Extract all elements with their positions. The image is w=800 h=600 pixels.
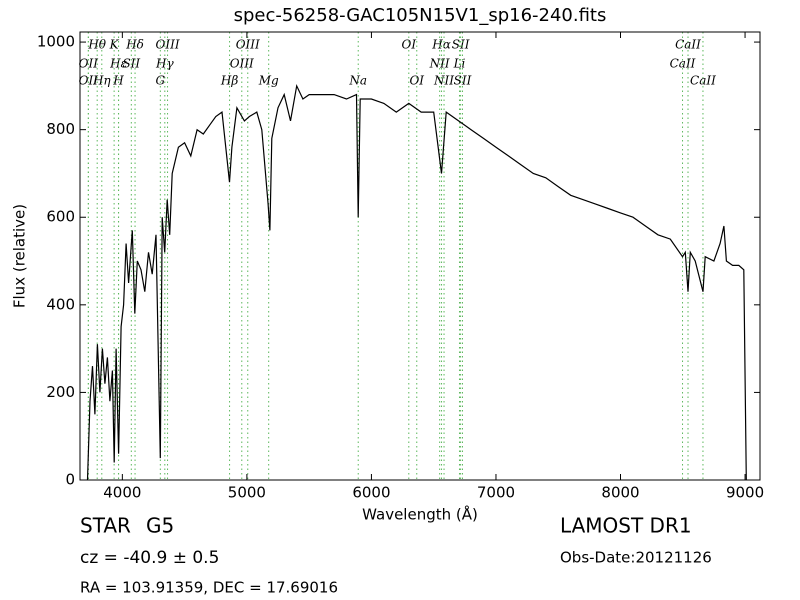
obs-date: Obs-Date:20121126	[560, 549, 712, 567]
line-label: SII	[452, 38, 470, 52]
line-label: H	[112, 74, 124, 88]
line-label: OI	[402, 38, 417, 52]
line-label: SII	[122, 57, 140, 71]
y-axis-label: Flux (relative)	[11, 204, 29, 308]
y-tick-label: 800	[46, 120, 75, 138]
x-tick-label: 9000	[726, 484, 764, 502]
subclass: G5	[146, 514, 174, 538]
y-tick-label: 600	[46, 208, 75, 226]
plot-frame	[79, 31, 761, 481]
line-label: Hδ	[125, 38, 144, 52]
line-label: NII	[429, 57, 450, 71]
line-label: OIII	[230, 57, 254, 71]
object-class: STAR	[80, 514, 131, 538]
line-label: CaII	[675, 38, 701, 52]
redshift: cz = -40.9 ± 0.5	[80, 548, 219, 568]
line-label: Mg	[258, 74, 279, 88]
line-label: CaII	[670, 57, 696, 71]
x-tick-label: 5000	[228, 484, 266, 502]
line-label: Na	[348, 74, 367, 88]
line-label: Hγ	[155, 57, 174, 71]
y-tick-label: 400	[46, 295, 75, 313]
spectrum-line	[86, 83, 747, 481]
x-tick-label: 6000	[352, 484, 390, 502]
line-label: OIII	[236, 38, 260, 52]
line-label: CaII	[690, 74, 716, 88]
y-tick-label: 1000	[37, 33, 75, 51]
line-label: Hβ	[220, 74, 238, 88]
survey: LAMOST DR1	[560, 514, 692, 538]
x-axis-label: Wavelength (Å)	[362, 505, 478, 524]
chart-title: spec-56258-GAC105N15V1_sp16-240.fits	[234, 5, 607, 26]
line-label: G	[156, 74, 166, 88]
coordinates: RA = 103.91359, DEC = 17.69016	[80, 579, 338, 597]
line-label: OIII	[156, 38, 180, 52]
line-label: Hη	[92, 74, 111, 88]
x-tick-label: 8000	[601, 484, 639, 502]
line-label: SII	[454, 74, 472, 88]
x-tick-label: 4000	[103, 484, 141, 502]
y-tick-label: 0	[65, 471, 75, 489]
line-label: Li	[453, 57, 466, 71]
x-tick-label: 7000	[477, 484, 515, 502]
line-label: Hα	[431, 38, 451, 52]
line-label: Hθ	[87, 38, 106, 52]
line-label: K	[109, 38, 120, 52]
line-label: OII	[79, 74, 99, 88]
line-label: NII	[433, 74, 454, 88]
line-label: OI	[409, 74, 424, 88]
y-tick-label: 200	[46, 383, 75, 401]
